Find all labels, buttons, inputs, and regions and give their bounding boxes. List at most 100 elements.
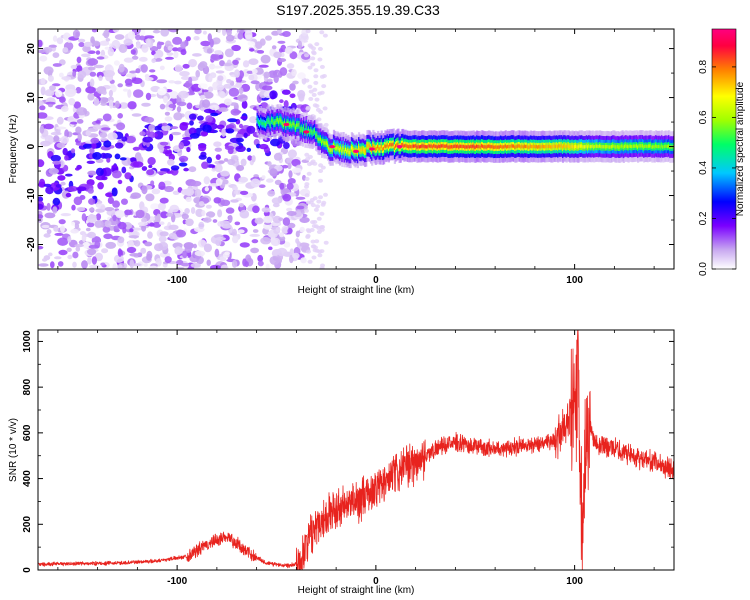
- ridge-segment: [322, 139, 325, 143]
- ridge-segment: [409, 144, 412, 149]
- noise-blob: [286, 182, 294, 190]
- ridge-segment: [451, 145, 454, 149]
- noise-blob: [242, 69, 250, 77]
- noise-blob: [176, 106, 182, 113]
- noise-blob: [112, 170, 122, 179]
- noise-blob: [81, 260, 88, 269]
- ridge-segment: [561, 145, 565, 149]
- ridge-segment: [480, 144, 483, 148]
- noise-blob: [239, 209, 250, 219]
- noise-blob: [117, 221, 127, 230]
- noise-blob: [175, 266, 185, 269]
- noise-blob: [133, 89, 144, 98]
- noise-blob: [96, 56, 105, 60]
- noise-blob: [200, 131, 208, 137]
- ridge-segment: [408, 145, 411, 149]
- noise-blob: [295, 196, 306, 200]
- noise-blob: [312, 196, 318, 201]
- ridge-segment: [292, 121, 295, 126]
- noise-blob: [222, 29, 227, 36]
- ridge-segment: [592, 145, 596, 149]
- noise-blob: [44, 212, 56, 219]
- noise-blob: [167, 45, 173, 51]
- noise-blob: [194, 250, 206, 257]
- noise-blob: [77, 70, 87, 79]
- noise-blob: [103, 70, 115, 78]
- noise-blob: [161, 122, 168, 127]
- noise-blob: [38, 203, 44, 210]
- ridge-segment: [540, 145, 543, 149]
- noise-blob: [164, 116, 173, 122]
- noise-blob: [202, 124, 212, 133]
- ridge-segment: [522, 145, 525, 149]
- noise-blob: [189, 120, 194, 126]
- ridge-segment: [486, 144, 489, 149]
- noise-blob: [184, 208, 190, 214]
- noise-blob: [206, 164, 215, 168]
- ridge-segment: [454, 144, 457, 148]
- noise-blob: [188, 76, 193, 84]
- ridge-segment: [296, 123, 299, 127]
- snr-ytick-label: 400: [22, 470, 33, 487]
- ridge-segment: [607, 144, 610, 149]
- noise-blob: [60, 225, 65, 233]
- noise-blob: [46, 202, 51, 211]
- ridge-segment: [334, 145, 337, 149]
- noise-blob: [319, 30, 325, 35]
- noise-blob: [236, 165, 245, 171]
- noise-blob: [305, 106, 311, 111]
- noise-blob: [313, 245, 318, 250]
- noise-blob: [323, 192, 328, 197]
- ridge-segment: [529, 144, 532, 148]
- noise-blob: [147, 157, 156, 166]
- ridge-segment: [301, 129, 305, 133]
- noise-blob: [231, 259, 238, 268]
- noise-blob: [46, 229, 52, 235]
- noise-blob: [138, 56, 148, 62]
- noise-blob: [198, 144, 207, 152]
- noise-blob: [168, 80, 176, 84]
- noise-blob: [50, 261, 55, 269]
- noise-blob: [95, 120, 101, 124]
- noise-blob: [199, 94, 206, 100]
- ridge-segment: [517, 144, 520, 148]
- noise-blob: [214, 164, 223, 173]
- noise-blob: [266, 178, 274, 183]
- noise-blob: [172, 36, 183, 45]
- noise-blob: [273, 51, 282, 59]
- noise-blob: [201, 99, 211, 108]
- ridge-segment: [567, 144, 571, 148]
- noise-blob: [250, 178, 261, 188]
- ridge-segment: [360, 148, 363, 153]
- noise-blob: [53, 226, 59, 232]
- noise-blob: [88, 198, 96, 205]
- ridge-segment: [563, 144, 566, 148]
- ridge-segment: [447, 145, 450, 149]
- noise-blob: [204, 186, 209, 192]
- ridge-segment: [346, 150, 349, 154]
- ridge-segment: [327, 143, 330, 147]
- snr-xlabel: Height of straight line (km): [298, 585, 415, 596]
- noise-blob: [47, 75, 54, 82]
- noise-blob: [287, 178, 296, 185]
- noise-blob: [284, 46, 293, 54]
- noise-blob: [212, 219, 218, 223]
- noise-blob: [89, 264, 100, 269]
- ridge-segment: [352, 147, 355, 151]
- ridge-segment: [627, 145, 630, 149]
- noise-blob: [223, 83, 232, 89]
- noise-blob: [193, 36, 200, 41]
- noise-blob: [99, 40, 110, 46]
- noise-blob: [166, 52, 174, 56]
- noise-blob: [131, 113, 142, 117]
- ridge-segment: [476, 144, 479, 148]
- noise-blob: [225, 207, 235, 214]
- noise-blob: [74, 167, 80, 171]
- ridge-segment: [396, 143, 399, 147]
- ridge-segment: [495, 145, 498, 149]
- noise-blob: [182, 250, 188, 259]
- noise-blob: [151, 58, 156, 64]
- noise-blob: [254, 217, 264, 225]
- figure-title: S197.2025.355.19.39.C33: [276, 2, 440, 18]
